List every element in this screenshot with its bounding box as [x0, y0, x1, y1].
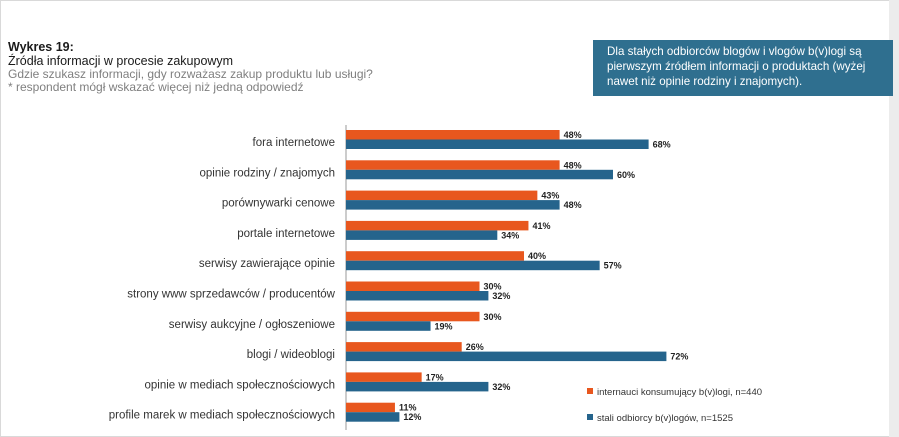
category-label: profile marek w mediach społecznościowyc… [109, 410, 335, 422]
data-label: 32% [492, 291, 510, 301]
category-label: fora internetowe [253, 137, 335, 149]
category-label: serwisy zawierające opinie [199, 258, 335, 270]
category-label: opinie w mediach społecznościowych [145, 379, 336, 391]
data-label: 48% [564, 160, 582, 170]
category-label: opinie rodziny / znajomych [199, 167, 335, 179]
bar-stali [346, 139, 649, 149]
right-edge-strip [889, 0, 899, 437]
data-label: 68% [653, 140, 671, 150]
chart-question: Gdzie szukasz informacji, gdy rozważasz … [8, 67, 373, 81]
category-label: porównywarki cenowe [222, 198, 335, 210]
data-label: 17% [426, 372, 444, 382]
callout-box: Dla stałych odbiorców blogów i vlogów b(… [593, 40, 893, 96]
callout-text: Dla stałych odbiorców blogów i vlogów b(… [607, 45, 866, 88]
bar-stali [346, 291, 489, 301]
bar-stali [346, 200, 560, 210]
data-label: 48% [564, 130, 582, 140]
legend-label-1: internauci konsumujący b(v)logi, n=440 [597, 387, 762, 398]
data-label: 57% [604, 261, 622, 271]
bar-stali [346, 230, 498, 240]
data-label: 11% [399, 403, 417, 413]
bar-stali [346, 321, 431, 331]
category-label: blogi / wideoblogi [247, 349, 335, 361]
legend-label-2: stali odbiorcy b(v)logów, n=1525 [597, 413, 733, 424]
bar-stali [346, 260, 600, 271]
bar-stali [346, 381, 489, 392]
figure-number: Wykres 19: [8, 40, 74, 54]
bar-stali [346, 351, 667, 362]
bar-konsumujacy [346, 190, 538, 201]
bar-konsumujacy [346, 251, 524, 261]
chart-header: Wykres 19: Źródła informacji w procesie … [8, 40, 373, 94]
legend-swatch-1 [587, 388, 593, 394]
bar-konsumujacy [346, 220, 529, 231]
data-label: 12% [403, 412, 421, 422]
bar-konsumujacy [346, 372, 422, 382]
bar-konsumujacy [346, 402, 395, 413]
data-label: 40% [528, 251, 546, 261]
data-label: 48% [564, 200, 582, 210]
data-label: 30% [484, 312, 502, 322]
bar-konsumujacy [346, 160, 560, 170]
category-label: serwisy aukcyjne / ogłoszeniowe [169, 319, 335, 331]
data-label: 60% [617, 170, 635, 180]
chart-note: * respondent mógł wskazać więcej niż jed… [8, 80, 304, 94]
bar-konsumujacy [346, 342, 462, 352]
data-label: 32% [492, 382, 510, 392]
bar-konsumujacy [346, 130, 560, 140]
bar-stali [346, 169, 613, 180]
bar-konsumujacy [346, 281, 480, 291]
data-label: 26% [466, 342, 484, 352]
category-label: strony www sprzedawców / producentów [127, 289, 335, 301]
data-label: 72% [670, 352, 688, 362]
data-label: 43% [541, 191, 559, 201]
category-label: portale internetowe [237, 228, 335, 240]
data-label: 30% [484, 282, 502, 292]
bar-stali [346, 412, 400, 422]
data-label: 19% [435, 321, 453, 331]
legend-swatch-2 [587, 414, 593, 420]
data-label: 41% [532, 221, 550, 231]
data-label: 34% [501, 230, 519, 240]
chart-title: Źródła informacji w procesie zakupowym [8, 54, 234, 68]
bar-konsumujacy [346, 311, 480, 322]
